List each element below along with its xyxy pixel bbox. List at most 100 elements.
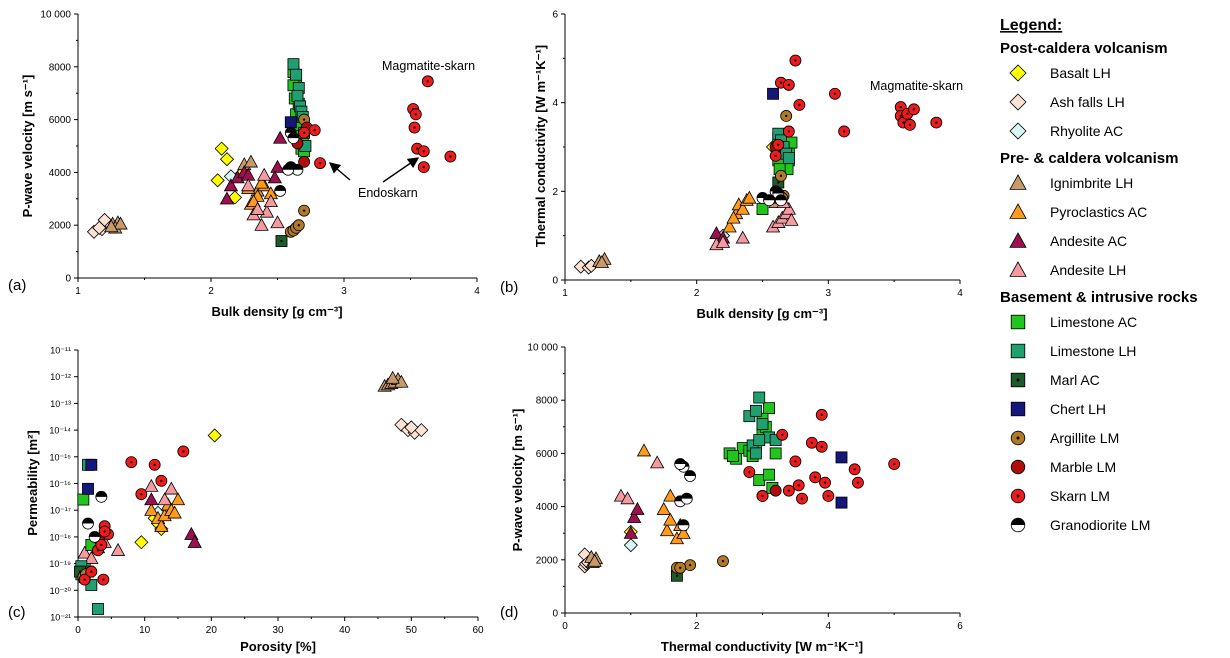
data-point: [805, 436, 818, 449]
x-axis-title: Porosity [%]: [240, 639, 316, 654]
y-tick-label: 10⁻¹⁸: [49, 532, 71, 542]
x-axis-title: Bulk density [g cm⁻³]: [696, 306, 827, 321]
legend-marker-ash-falls-lh: [1009, 93, 1027, 111]
panel-c: 0 10 20 30 40 50 60 10⁻²¹ 10⁻²⁰ 10⁻¹⁹ 10⁻¹⁸ 10⁻¹⁷ 10…: [8, 346, 484, 655]
data-point: [92, 220, 107, 235]
x-tick-label: 2: [694, 288, 700, 299]
y-tick-label: 6000: [536, 449, 559, 460]
data-point: [164, 481, 179, 495]
legend-marker-marble-lm: [1010, 459, 1026, 475]
series-ignimbrite-lh: [584, 549, 604, 569]
data-point: [444, 150, 457, 163]
data-point: [809, 471, 822, 484]
data-point: [769, 484, 782, 497]
data-point: [287, 58, 300, 71]
data-point: [272, 130, 288, 144]
data-point: [113, 216, 128, 230]
panel-d: 0 2 4 6 0 2000 4000 6000 8000 10 000 Thermal condu…: [500, 343, 963, 655]
legend-item-marl-ac: Marl AC: [1050, 372, 1100, 388]
series-limestone-lh: [743, 391, 782, 460]
data-point: [796, 492, 808, 505]
data-point: [659, 523, 675, 537]
legend-group-title: Basement & intrusive rocks: [1000, 289, 1198, 306]
data-point: [177, 445, 190, 458]
y-tick-label: 2: [552, 187, 558, 198]
data-point: [782, 79, 795, 91]
data-point: [314, 157, 326, 170]
data-point: [680, 492, 693, 505]
legend-marker-basalt-lh: [1009, 64, 1027, 82]
legend-marker-marl-ac: [1010, 372, 1026, 388]
series-argillite-lm: [284, 113, 311, 238]
data-point: [292, 219, 305, 232]
data-point: [254, 217, 269, 231]
y-tick-label: 10⁻²⁰: [50, 586, 72, 596]
data-point: [148, 458, 161, 471]
data-point: [852, 476, 864, 489]
series-rhyolite-ac: [623, 538, 638, 553]
data-point: [207, 428, 222, 443]
data-point: [726, 450, 739, 462]
series-granodiorite-lm: [82, 490, 108, 543]
series-andesite-ac: [144, 492, 202, 548]
series-skarn-lm: [769, 54, 943, 162]
series-andesite-ac: [623, 501, 645, 539]
legend-marker-argillite-lm: [1010, 430, 1026, 446]
series-chert-lh: [284, 116, 297, 129]
data-point: [274, 184, 287, 197]
annotation: Magmatite-skarn: [870, 79, 963, 93]
y-tick-label: 10⁻¹⁹: [49, 559, 71, 569]
series-chert-lh: [82, 458, 98, 495]
data-point: [417, 161, 430, 174]
data-point: [241, 178, 256, 192]
data-point: [623, 538, 638, 553]
data-point: [421, 75, 434, 88]
panel-a: 1 2 3 4 0 2000 4000 6000 8000 10 000 Bulk density …: [8, 10, 480, 320]
x-axis-title: Bulk density [g cm⁻³]: [211, 304, 342, 319]
data-point: [677, 519, 690, 532]
data-point: [782, 125, 795, 138]
data-point: [756, 490, 769, 502]
data-point: [408, 121, 421, 134]
data-point: [793, 98, 806, 111]
data-point: [77, 545, 92, 559]
x-tick-label: 0: [75, 625, 81, 636]
data-point: [282, 163, 295, 176]
data-point: [284, 116, 297, 129]
legend-item-skarn-lm: Skarn LM: [1050, 488, 1110, 504]
legend-item-ignimbrite-lh: Ignimbrite LH: [1050, 175, 1133, 191]
x-tick-label: 3: [341, 286, 347, 297]
legend-item-limestone-ac: Limestone AC: [1050, 314, 1137, 330]
legend-item-limestone-lh: Limestone LH: [1050, 343, 1136, 359]
data-point: [735, 230, 750, 244]
y-tick-label: 4: [552, 98, 558, 109]
legend-marker-skarn-lm: [1010, 488, 1026, 504]
data-point: [781, 201, 797, 215]
legend-item-andesite-lh: Andesite LH: [1050, 262, 1126, 278]
series-skarn-lm: [78, 445, 190, 586]
data-point: [784, 212, 799, 226]
series-basalt-lh: [210, 141, 248, 205]
annotation-arrow: [382, 157, 420, 183]
legend-item-basalt-lh: Basalt LH: [1050, 65, 1111, 81]
data-point: [308, 124, 321, 137]
data-point: [663, 512, 678, 526]
data-point: [154, 518, 169, 532]
legend-title: Legend:: [1000, 17, 1062, 34]
data-point: [815, 408, 828, 421]
x-tick-label: 60: [472, 625, 484, 636]
y-tick-label: 8000: [536, 396, 559, 407]
data-point: [219, 152, 235, 167]
data-point: [135, 488, 148, 501]
data-point: [835, 496, 848, 509]
panel-label: (d): [500, 604, 518, 621]
legend-marker-chert-lh: [1010, 401, 1026, 417]
x-tick-label: 0: [562, 621, 568, 632]
x-tick-label: 30: [272, 625, 284, 636]
data-point: [663, 488, 678, 502]
data-point: [789, 455, 802, 468]
panel-label: (b): [500, 279, 518, 296]
data-point: [267, 170, 283, 184]
data-point: [85, 458, 98, 471]
legend-group-title: Pre- & caldera volcanism: [1000, 150, 1178, 167]
